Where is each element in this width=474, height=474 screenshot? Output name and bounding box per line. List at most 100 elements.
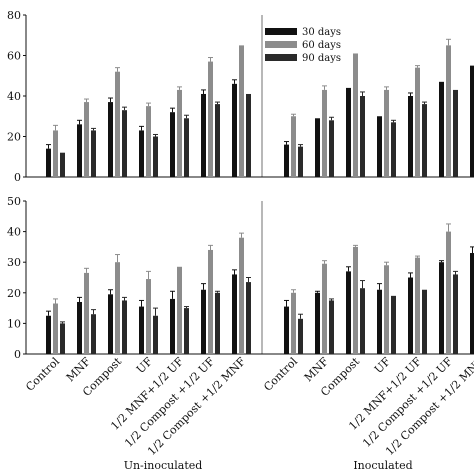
bar (470, 65, 474, 177)
panel-2-y-tick-label: 0 (14, 348, 21, 361)
panel-2-y-tick-label: 40 (7, 226, 21, 239)
bar (329, 300, 334, 354)
bar (246, 282, 251, 354)
panel-1-y-tick-label: 80 (7, 9, 21, 22)
bar (46, 315, 51, 354)
bar (84, 102, 89, 177)
bar (315, 292, 320, 354)
category-label: Control (261, 355, 300, 394)
bar (315, 118, 320, 177)
bar (377, 116, 382, 177)
bar (353, 53, 358, 177)
panel-2-y-tick-label: 20 (7, 287, 21, 300)
bar (208, 249, 213, 354)
bar (232, 274, 237, 354)
bar (453, 89, 458, 177)
panel-2-y-tick-label: 50 (7, 195, 21, 208)
panel-2-y-tick-label: 10 (7, 317, 21, 330)
bar (177, 266, 182, 354)
group-label-uninoculated: Un-inoculated (124, 459, 203, 472)
bar (201, 93, 206, 177)
bar (184, 118, 189, 177)
bar (146, 106, 151, 177)
bar (115, 262, 120, 354)
bar (232, 83, 237, 177)
bar (446, 45, 451, 177)
bar (139, 306, 144, 354)
bar (422, 289, 427, 354)
bar (246, 93, 251, 177)
bar (391, 295, 396, 354)
category-label: Control (23, 355, 62, 394)
legend-label: 90 days (302, 53, 341, 64)
bar (422, 104, 427, 177)
bar (377, 289, 382, 354)
bar (184, 308, 189, 354)
bar (322, 263, 327, 354)
bar (391, 122, 396, 177)
bar (215, 292, 220, 354)
panel-1-y-tick-label: 20 (7, 131, 21, 144)
group-label-inoculated: Inoculated (353, 459, 412, 472)
bar (177, 89, 182, 177)
bar (153, 136, 158, 177)
bar (360, 288, 365, 354)
legend-swatch (265, 41, 297, 48)
bar (353, 246, 358, 354)
bar (215, 104, 220, 177)
panel-2-y-tick-label: 30 (7, 256, 21, 269)
bar (291, 292, 296, 354)
bar (439, 262, 444, 354)
bar (108, 102, 113, 177)
bar (91, 314, 96, 354)
bar (139, 130, 144, 177)
panel-1-y-tick-label: 60 (7, 50, 21, 63)
bar (284, 306, 289, 354)
bar (298, 318, 303, 354)
panel-1-y-tick-label: 0 (14, 171, 21, 184)
bar (415, 67, 420, 177)
bar (115, 71, 120, 177)
bar (239, 237, 244, 354)
bar (146, 279, 151, 354)
bar (170, 112, 175, 177)
bar (470, 253, 474, 354)
bar (346, 271, 351, 354)
bar (122, 110, 127, 177)
bar (91, 130, 96, 177)
bar (239, 45, 244, 177)
legend-swatch (265, 54, 297, 61)
bar (60, 152, 65, 177)
panel-1-y-tick-label: 40 (7, 90, 21, 103)
bar (284, 144, 289, 177)
bar (408, 96, 413, 177)
bar (453, 274, 458, 354)
bar (346, 87, 351, 177)
bar (84, 272, 89, 354)
bar (415, 257, 420, 354)
bar (108, 294, 113, 354)
bar (77, 301, 82, 354)
bar (291, 116, 296, 177)
bar (322, 89, 327, 177)
legend-label: 30 days (302, 27, 341, 38)
category-label: UF (372, 355, 393, 376)
legend-swatch (265, 28, 297, 35)
category-label: UF (134, 355, 155, 376)
bar (122, 300, 127, 354)
legend-label: 60 days (302, 40, 341, 51)
bar (208, 61, 213, 178)
bar (201, 289, 206, 354)
bar (170, 298, 175, 354)
bar (153, 315, 158, 354)
bar (53, 303, 58, 354)
bar (439, 81, 444, 177)
bar (384, 265, 389, 354)
bar (298, 146, 303, 177)
bar (46, 148, 51, 177)
bar (360, 96, 365, 177)
bar (384, 89, 389, 177)
bar (446, 231, 451, 354)
bar (60, 323, 65, 354)
